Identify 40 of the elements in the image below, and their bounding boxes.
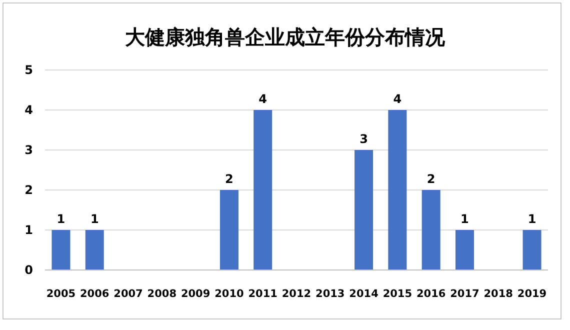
bar — [85, 230, 104, 270]
bar — [522, 230, 542, 270]
x-tick-label: 2013 — [316, 288, 345, 300]
bar — [52, 230, 70, 270]
x-tick-label: 2006 — [80, 288, 110, 300]
bar — [220, 190, 238, 270]
x-tick-label: 2011 — [248, 288, 278, 300]
chart-title: 大健康独角兽企业成立年份分布情况 — [125, 25, 446, 49]
x-tick-label: 2019 — [517, 288, 547, 300]
x-tick-label: 2007 — [114, 288, 143, 300]
y-tick-label: 3 — [24, 143, 33, 158]
bar — [254, 110, 272, 270]
data-label: 3 — [360, 132, 368, 146]
data-label: 1 — [460, 212, 469, 226]
bar — [422, 190, 440, 270]
data-label: 4 — [258, 92, 268, 106]
bar — [455, 230, 474, 270]
data-label: 4 — [393, 92, 402, 106]
x-tick-label: 2008 — [147, 288, 177, 300]
data-label: 1 — [528, 212, 536, 226]
x-tick-label: 2014 — [349, 288, 378, 300]
data-label: 2 — [225, 172, 234, 186]
y-tick-label: 5 — [24, 63, 33, 78]
y-tick-label: 4 — [24, 103, 33, 118]
bar — [388, 110, 407, 270]
bar — [354, 150, 374, 270]
x-tick-label: 2015 — [382, 288, 412, 300]
y-tick-label: 1 — [24, 223, 33, 238]
y-tick-label: 0 — [24, 263, 33, 278]
data-label: 1 — [90, 212, 99, 226]
y-tick-label: 2 — [24, 183, 33, 198]
x-tick-label: 2009 — [180, 288, 210, 300]
x-tick-label: 2018 — [484, 288, 513, 300]
x-tick-label: 2017 — [450, 288, 480, 300]
x-tick-label: 2010 — [214, 288, 244, 300]
data-label: 2 — [426, 172, 436, 186]
x-tick-label: 2005 — [46, 288, 76, 300]
data-label: 1 — [56, 212, 66, 226]
x-tick-label: 2016 — [416, 288, 446, 300]
x-tick-label: 2012 — [282, 288, 312, 300]
